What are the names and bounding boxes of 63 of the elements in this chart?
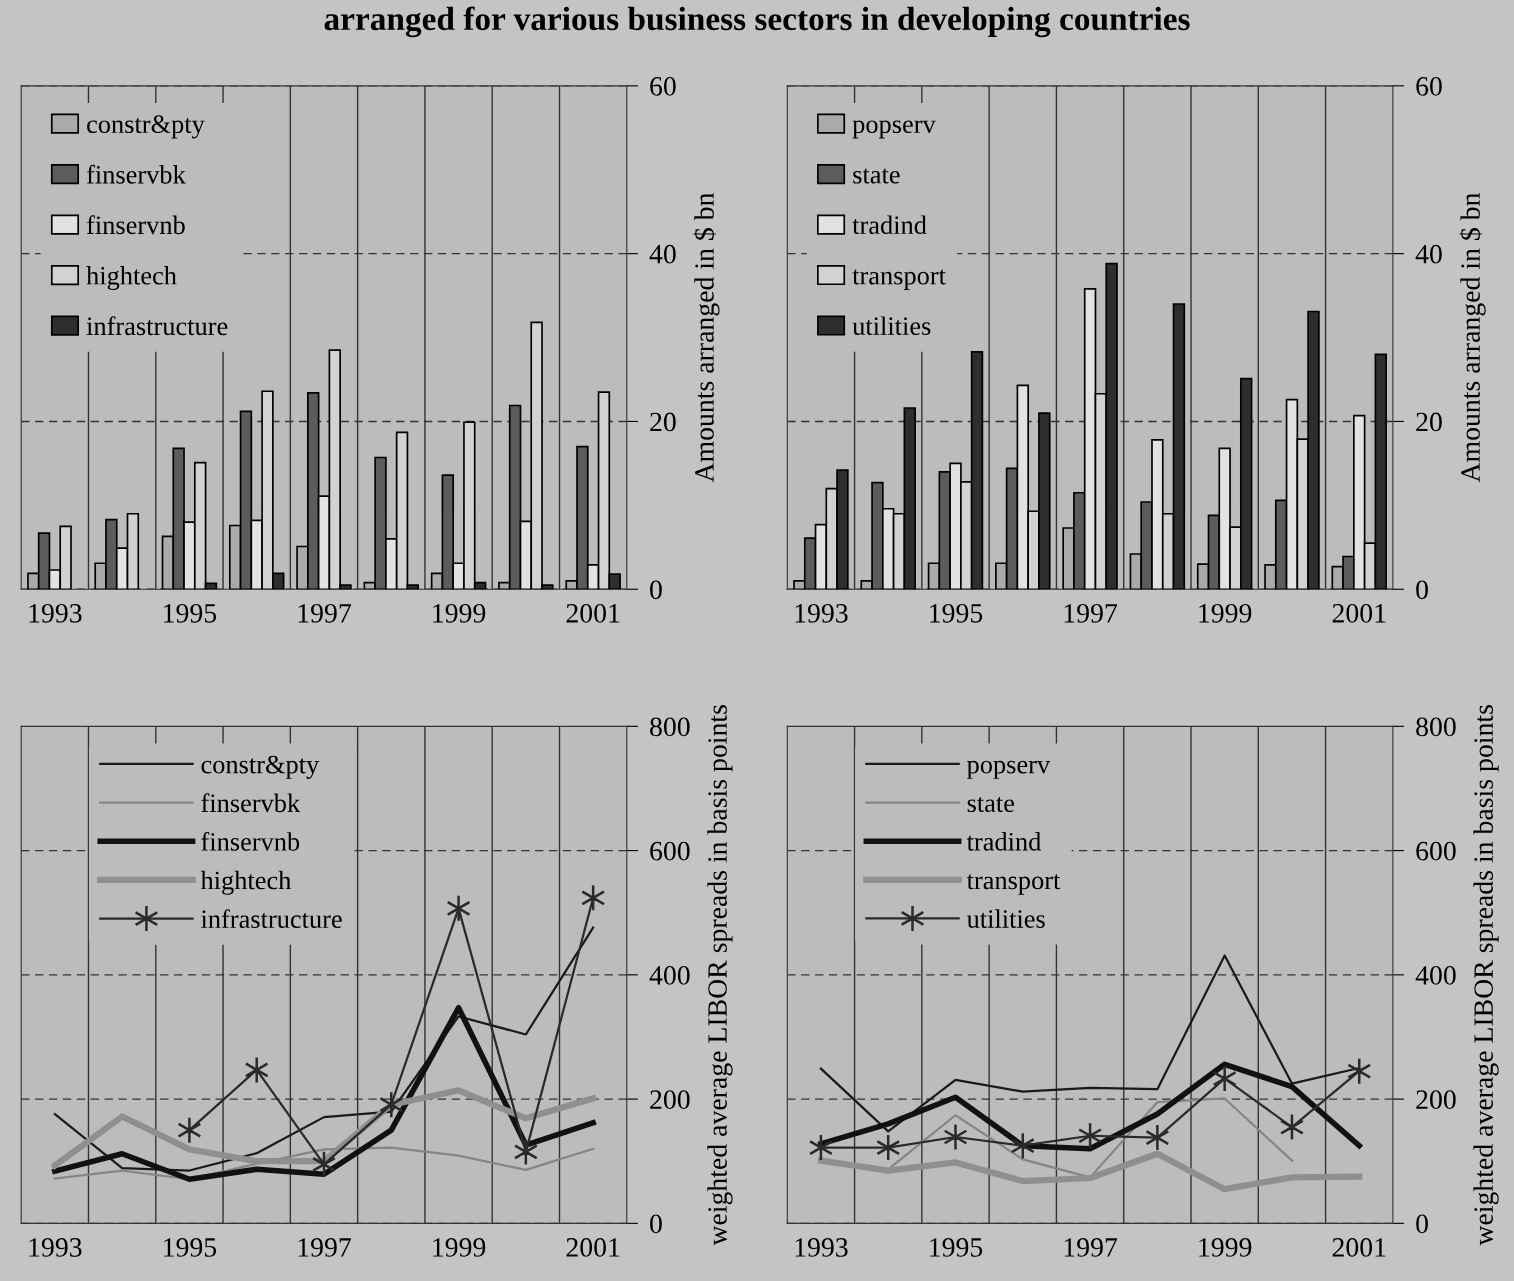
x-tick-label: 1995 bbox=[930, 604, 983, 623]
y-tick-label: 600 bbox=[650, 841, 690, 861]
x-tick-label: 2001 bbox=[566, 603, 620, 623]
legend-label: finservnb bbox=[86, 215, 185, 235]
y-tick-label: 0 bbox=[650, 580, 662, 600]
x-tick-label: 1993 bbox=[29, 1238, 82, 1257]
y-tick-label: 60 bbox=[1416, 76, 1442, 96]
legend-label: popserv bbox=[852, 120, 936, 139]
legend-label: popserv bbox=[967, 760, 1051, 779]
y-tick-label: 0 bbox=[1416, 1214, 1428, 1234]
legend-label: utilities bbox=[852, 316, 931, 336]
y-tick-label: 20 bbox=[1416, 412, 1442, 432]
x-tick-label: 1999 bbox=[1199, 1238, 1252, 1257]
y-axis-title: Amounts arranged in $ bn bbox=[1459, 192, 1486, 483]
legend-label: constr&pty bbox=[201, 755, 320, 779]
x-tick-label: 2001 bbox=[1332, 603, 1386, 623]
x-tick-label: 1999 bbox=[433, 1238, 486, 1257]
y-tick-label: 800 bbox=[1416, 717, 1456, 737]
x-tick-label: 2001 bbox=[1332, 1238, 1386, 1257]
legend-label: utilities bbox=[966, 909, 1045, 928]
legend-label: infrastructure bbox=[201, 909, 342, 929]
x-tick-label: 1999 bbox=[1199, 604, 1252, 623]
y-axis-title: Amounts arranged in $ bn bbox=[693, 192, 720, 483]
text: arranged for various business sectors in developing countries bbox=[324, 6, 1190, 38]
x-tick-label: 1997 bbox=[298, 604, 351, 623]
x-tick-label: 1997 bbox=[1064, 1238, 1118, 1257]
y-tick-label: 400 bbox=[649, 966, 690, 985]
legend-label: constr&pty bbox=[87, 115, 205, 139]
y-tick-label: 40 bbox=[1415, 244, 1442, 264]
y-tick-label: 60 bbox=[650, 76, 676, 96]
legend-label: state bbox=[853, 168, 900, 184]
y-tick-label: 600 bbox=[1416, 841, 1456, 861]
legend-label: state bbox=[967, 796, 1015, 813]
x-tick-label: 1999 bbox=[433, 604, 486, 623]
y-tick-label: 0 bbox=[1416, 580, 1428, 600]
x-tick-label: 1997 bbox=[298, 1238, 351, 1257]
legend-label: finservnb bbox=[201, 831, 300, 851]
legend-label: infrastructure bbox=[86, 316, 228, 336]
y-tick-label: 200 bbox=[650, 1090, 690, 1110]
legend-label: hightech bbox=[200, 870, 292, 895]
x-tick-label: 1995 bbox=[164, 604, 217, 623]
legend-label: hightech bbox=[86, 266, 177, 291]
x-tick-label: 1993 bbox=[795, 1238, 848, 1257]
legend-label: transport bbox=[966, 874, 1061, 895]
x-tick-label: 1993 bbox=[29, 604, 82, 623]
x-tick-label: 1997 bbox=[1064, 604, 1118, 623]
legend-label: finservbk bbox=[201, 793, 301, 813]
y-tick-label: 800 bbox=[650, 717, 690, 737]
legend-label: finservbk bbox=[86, 164, 186, 184]
x-tick-label: 2001 bbox=[566, 1238, 620, 1257]
legend-label: tradind bbox=[852, 215, 927, 235]
x-tick-label: 1995 bbox=[930, 1238, 983, 1257]
y-axis-title: weighted average LIBOR spreads in basis points bbox=[1473, 705, 1499, 1246]
x-tick-label: 1995 bbox=[164, 1238, 217, 1257]
x-tick-label: 1993 bbox=[795, 604, 848, 623]
y-tick-label: 0 bbox=[650, 1214, 662, 1234]
y-tick-label: 20 bbox=[650, 412, 676, 432]
legend-label: tradind bbox=[966, 832, 1042, 851]
y-tick-label: 400 bbox=[1415, 966, 1456, 985]
y-tick-label: 40 bbox=[649, 244, 676, 264]
y-axis-title: weighted average LIBOR spreads in basis points bbox=[707, 705, 733, 1246]
legend-label: transport bbox=[852, 269, 946, 290]
y-tick-label: 200 bbox=[1416, 1090, 1456, 1110]
